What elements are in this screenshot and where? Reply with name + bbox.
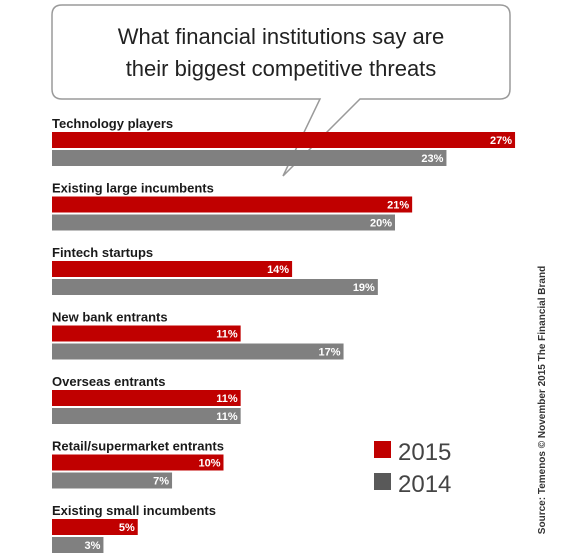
chart-title-line-2: their biggest competitive threats (126, 56, 437, 81)
legend-label-2015: 2015 (398, 439, 451, 466)
category-label: Technology players (52, 116, 173, 131)
bar-2014 (52, 343, 344, 360)
bar-2014 (52, 214, 395, 231)
bar-2015 (52, 132, 516, 148)
category-label: Retail/supermarket entrants (52, 439, 224, 454)
category-label: Existing large incumbents (52, 181, 214, 196)
value-label-2015: 10% (198, 458, 220, 470)
value-label-2014: 3% (85, 540, 101, 552)
bar-2015 (52, 519, 138, 535)
bar-2014 (52, 537, 104, 553)
category-label: Fintech startups (52, 245, 153, 260)
bar-2014 (52, 279, 378, 295)
legend: 2015 2014 (374, 439, 451, 498)
value-label-2015: 21% (387, 200, 409, 212)
legend-label-2014: 2014 (398, 471, 451, 498)
title-callout: What financial institutions say are thei… (51, 4, 511, 177)
value-label-2015: 5% (119, 522, 135, 534)
value-label-2014: 17% (319, 347, 341, 359)
chart-title-line-1: What financial institutions say are (118, 24, 445, 49)
legend-swatch-2014 (374, 473, 391, 490)
legend-swatch-2015 (374, 441, 391, 458)
bar-2014 (52, 472, 173, 489)
bar-2015 (52, 454, 224, 471)
bar-2015 (52, 196, 413, 213)
bar-2015 (52, 261, 293, 277)
bar-2014 (52, 150, 447, 166)
value-label-2015: 27% (490, 135, 512, 147)
value-label-2014: 20% (370, 218, 392, 230)
category-label: Overseas entrants (52, 374, 165, 389)
source-note: Source: Temenos © November 2015 The Fina… (537, 266, 548, 534)
value-label-2015: 11% (216, 393, 238, 405)
value-label-2014: 7% (153, 476, 169, 488)
value-label-2015: 14% (267, 264, 289, 276)
bar-2015 (52, 390, 241, 406)
category-label: Existing small incumbents (52, 503, 216, 518)
bars-group: Technology players 27% 23% Existing large i… (52, 116, 516, 553)
value-label-2014: 19% (353, 282, 375, 294)
value-label-2014: 11% (216, 411, 238, 423)
category-label: New bank entrants (52, 310, 168, 325)
value-label-2015: 11% (216, 329, 238, 341)
bar-2015 (52, 325, 241, 342)
bar-2014 (52, 408, 241, 424)
value-label-2014: 23% (421, 153, 443, 165)
